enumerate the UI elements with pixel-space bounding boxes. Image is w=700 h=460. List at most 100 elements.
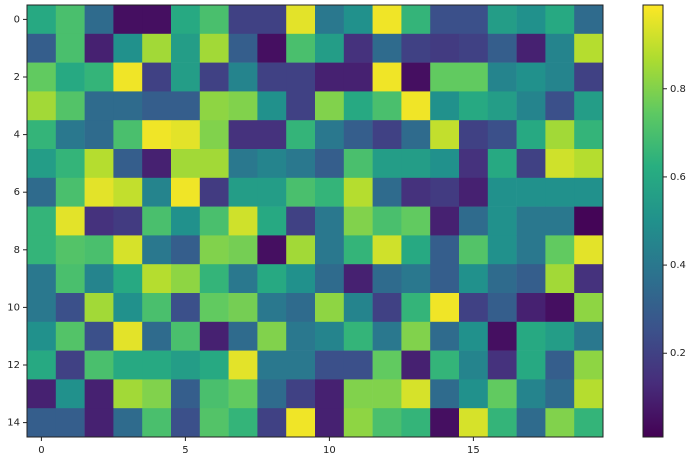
heatmap-cell <box>286 235 316 265</box>
x-tick-label: 5 <box>182 445 188 456</box>
heatmap-cell <box>401 235 431 265</box>
heatmap-cell <box>487 33 517 63</box>
heatmap-cell <box>171 206 201 236</box>
heatmap-cell <box>257 177 287 207</box>
heatmap-cell <box>430 149 460 179</box>
heatmap-cell <box>459 408 489 438</box>
heatmap-cell <box>574 206 604 236</box>
heatmap-cell <box>372 408 402 438</box>
heatmap-cell <box>401 379 431 409</box>
heatmap-cell <box>343 91 373 121</box>
heatmap-cell <box>401 321 431 351</box>
heatmap-cell <box>171 293 201 323</box>
heatmap-cell <box>84 350 114 380</box>
heatmap-cell <box>286 293 316 323</box>
heatmap-cell <box>459 350 489 380</box>
heatmap-cell <box>55 408 85 438</box>
heatmap-cell <box>84 120 114 150</box>
heatmap-cell <box>372 206 402 236</box>
heatmap-cell <box>487 120 517 150</box>
heatmap-cell <box>142 149 172 179</box>
heatmap-cell <box>545 149 575 179</box>
heatmap-cell <box>574 33 604 63</box>
heatmap-cell <box>142 379 172 409</box>
heatmap-cell <box>315 235 345 265</box>
heatmap-cell <box>487 293 517 323</box>
heatmap-cell <box>171 149 201 179</box>
heatmap-cell <box>574 120 604 150</box>
heatmap-cell <box>343 5 373 35</box>
heatmap-cell <box>84 408 114 438</box>
heatmap-cell <box>199 33 229 63</box>
heatmap-cell <box>199 62 229 92</box>
heatmap-cell <box>171 62 201 92</box>
heatmap-cell <box>113 62 143 92</box>
heatmap-cell <box>459 379 489 409</box>
heatmap-cell <box>286 264 316 294</box>
heatmap-cell <box>257 62 287 92</box>
heatmap-cell <box>228 91 258 121</box>
heatmap-cell <box>487 379 517 409</box>
heatmap-cell <box>516 235 546 265</box>
heatmap-cell <box>171 91 201 121</box>
heatmap-cell <box>286 206 316 236</box>
colorbar-tick-label: 0.4 <box>670 260 686 271</box>
y-tick-label: 0 <box>14 14 20 25</box>
heatmap-cell <box>55 264 85 294</box>
heatmap-cell <box>27 408 57 438</box>
heatmap-cell <box>516 177 546 207</box>
heatmap-cell <box>113 120 143 150</box>
heatmap-cell <box>516 120 546 150</box>
heatmap-cell <box>372 379 402 409</box>
heatmap-cell <box>27 5 57 35</box>
heatmap-cell <box>516 5 546 35</box>
heatmap-cell <box>343 379 373 409</box>
heatmap-cell <box>142 91 172 121</box>
heatmap-cell <box>459 91 489 121</box>
heatmap-cell <box>113 206 143 236</box>
heatmap-cell <box>372 235 402 265</box>
heatmap-cell <box>199 206 229 236</box>
heatmap-cell <box>142 350 172 380</box>
heatmap-cell <box>401 293 431 323</box>
heatmap-cell <box>257 235 287 265</box>
heatmap-cell <box>113 293 143 323</box>
heatmap-cell <box>372 120 402 150</box>
heatmap-cell <box>199 379 229 409</box>
heatmap-cell <box>401 91 431 121</box>
heatmap-cell <box>516 321 546 351</box>
heatmap-cell <box>516 293 546 323</box>
heatmap-cell <box>574 149 604 179</box>
heatmap-cell <box>171 379 201 409</box>
heatmap-cell <box>372 149 402 179</box>
heatmap-cell <box>487 91 517 121</box>
heatmap-cell <box>113 235 143 265</box>
heatmap-cell <box>343 321 373 351</box>
heatmap-cell <box>84 379 114 409</box>
heatmap-cell <box>315 5 345 35</box>
heatmap-cell <box>199 408 229 438</box>
heatmap-cell <box>516 33 546 63</box>
heatmap-cell <box>430 293 460 323</box>
heatmap-cell <box>574 264 604 294</box>
heatmap-cell <box>27 235 57 265</box>
heatmap-cell <box>545 5 575 35</box>
heatmap-cell <box>372 177 402 207</box>
heatmap-cell <box>286 5 316 35</box>
heatmap-cell <box>487 149 517 179</box>
heatmap-cell <box>84 293 114 323</box>
heatmap-cell <box>545 120 575 150</box>
heatmap-cell <box>343 120 373 150</box>
heatmap-cell <box>574 408 604 438</box>
heatmap-cell <box>459 206 489 236</box>
heatmap-cell <box>171 120 201 150</box>
heatmap-cell <box>142 408 172 438</box>
heatmap-cell <box>459 120 489 150</box>
heatmap-cell <box>430 177 460 207</box>
heatmap-cell <box>171 33 201 63</box>
heatmap-cell <box>401 149 431 179</box>
heatmap-cell <box>228 177 258 207</box>
heatmap-cell <box>27 91 57 121</box>
heatmap-cell <box>142 321 172 351</box>
heatmap-cell <box>545 264 575 294</box>
